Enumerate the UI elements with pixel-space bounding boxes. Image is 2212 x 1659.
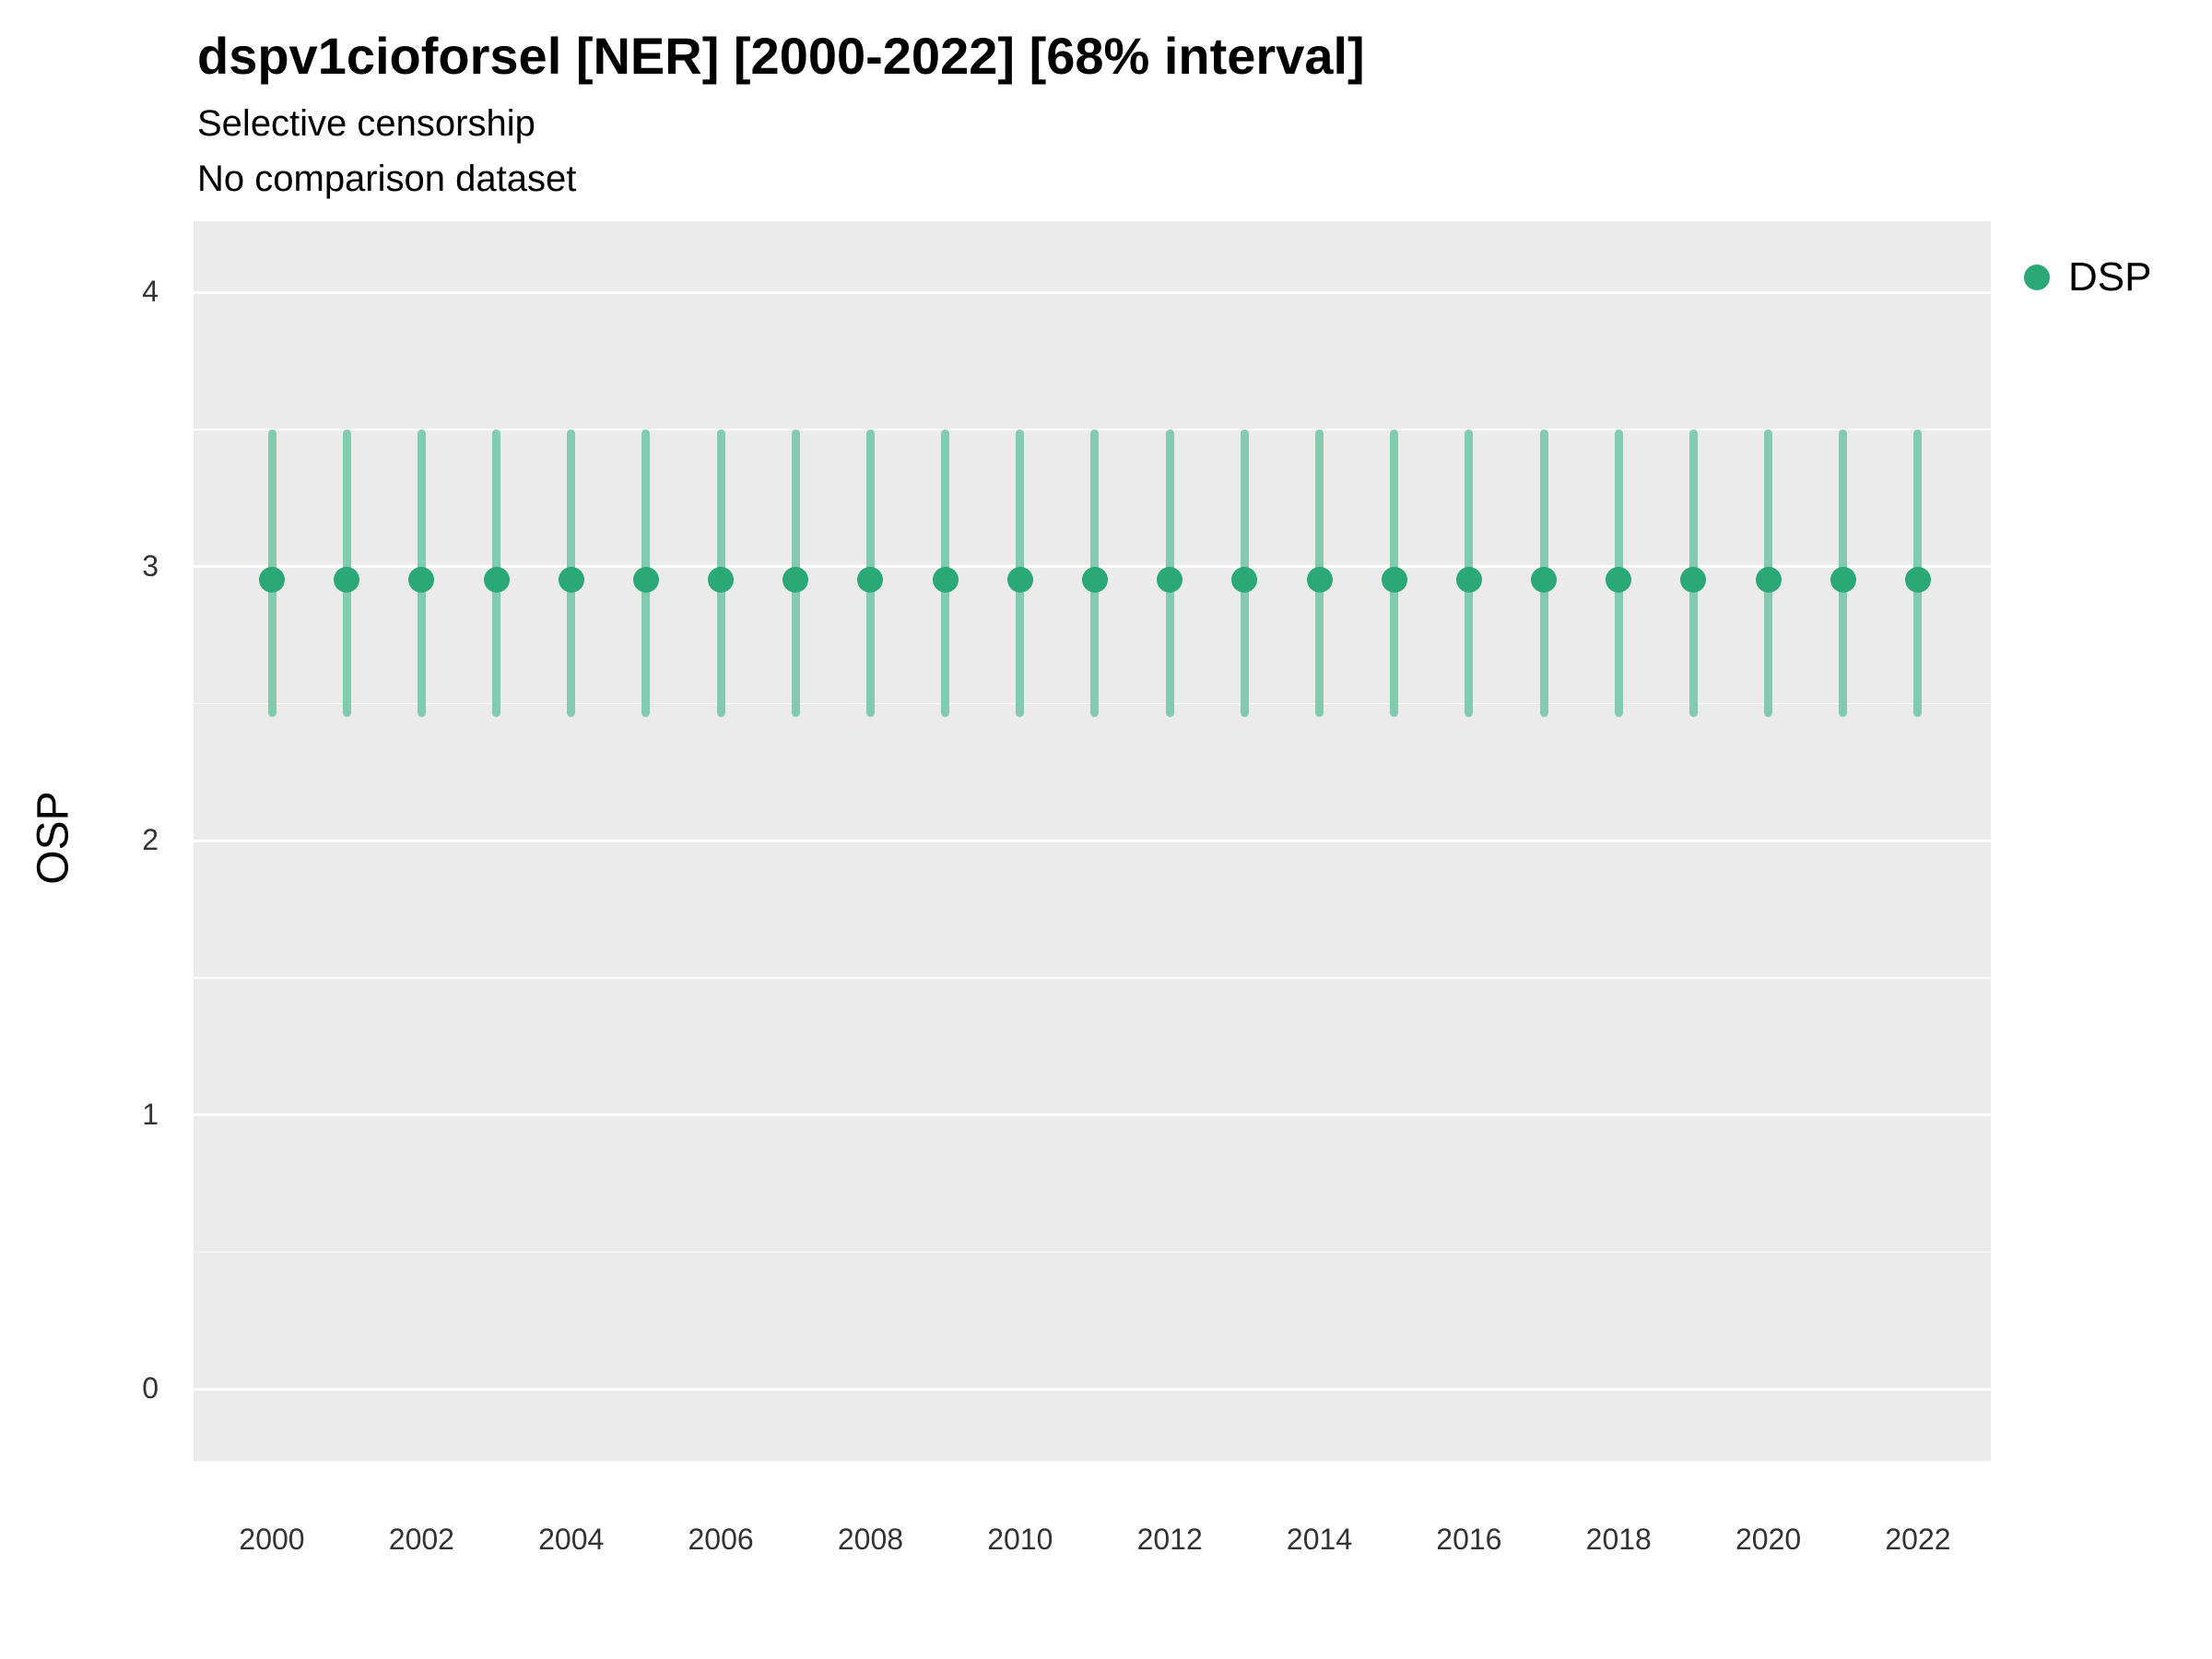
x-tick-label: 2014: [1286, 1523, 1353, 1556]
legend: DSP: [2024, 254, 2151, 300]
chart-subtitle-2: No comparison dataset: [197, 159, 577, 199]
x-tick-label: 2016: [1436, 1523, 1502, 1556]
x-tick-label: 2000: [239, 1523, 305, 1556]
x-tick-label: 2020: [1735, 1523, 1802, 1556]
plot-panel: [194, 221, 1991, 1461]
y-tick-label: 3: [142, 548, 159, 582]
y-tick-label: 0: [142, 1371, 159, 1405]
x-tick-label: 2002: [388, 1523, 454, 1556]
x-tick-label: 2006: [688, 1523, 754, 1556]
x-tick-label: 2008: [837, 1523, 904, 1556]
x-tick-label: 2010: [987, 1523, 1053, 1556]
x-tick-label: 2012: [1136, 1523, 1203, 1556]
x-tick-label: 2022: [1885, 1523, 1951, 1556]
x-tick-label: 2018: [1585, 1523, 1652, 1556]
y-tick-label: 1: [142, 1097, 159, 1131]
chart-subtitle-1: Selective censorship: [197, 103, 535, 144]
y-axis-label: OSP: [29, 791, 78, 885]
legend-dot-icon: [2024, 265, 2050, 290]
y-tick-label: 4: [142, 275, 159, 308]
x-tick-label: 2004: [538, 1523, 605, 1556]
chart-title: dspv1cioforsel [NER] [2000-2022] [68% in…: [197, 27, 1365, 85]
legend-label: DSP: [2068, 254, 2152, 300]
